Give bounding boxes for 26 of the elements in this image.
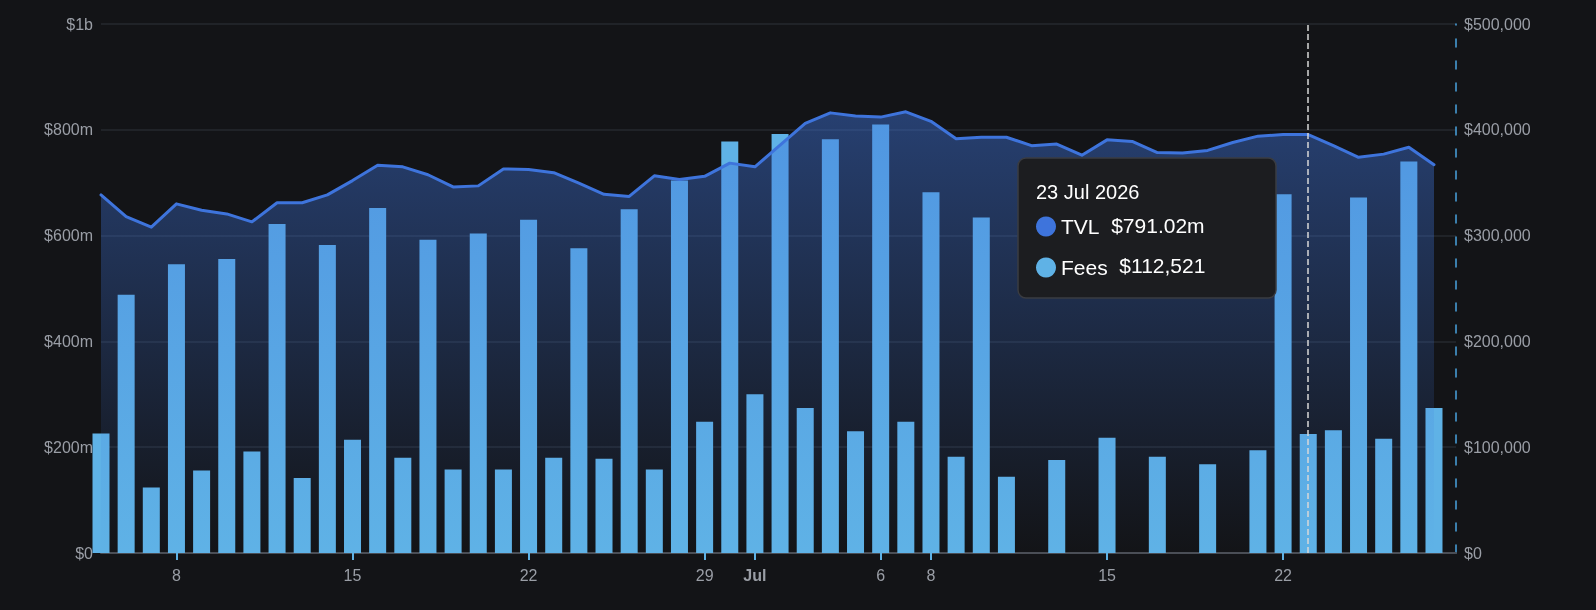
y2-tick-label: $0 [1464,544,1482,562]
y-tick-label: $800m [44,121,93,139]
legend-label: Fees [1061,256,1108,279]
annotation: $112,521 [1119,254,1206,277]
y2-tick-label: $400,000 [1464,121,1531,139]
y2-tick-label: $300,000 [1464,227,1531,245]
x-tick-label: 15 [343,566,362,584]
x-tick-label: 22 [519,566,538,584]
y2-tick-label: $500,000 [1464,15,1531,33]
x-tick-label: 29 [695,566,714,584]
y-tick-label: $200m [44,438,93,456]
x-tick-label: Jul [743,566,767,584]
y-tick-label: $0 [75,544,94,562]
x-tick-label: 22 [1274,566,1293,584]
legend-label: TVL [1061,215,1100,238]
y-tick-label: $1b [66,15,94,33]
x-tick-label: 8 [926,566,936,584]
annotation: $791.02m [1111,214,1205,237]
x-tick-label: 8 [172,566,181,584]
y2-tick-label: $100,000 [1464,438,1531,456]
x-tick-label: 15 [1098,566,1117,584]
y-tick-label: $600m [44,227,93,245]
y-tick-label: $400m [44,332,93,350]
x-tick-label: 6 [876,566,886,584]
annotation: 23 Jul 2026 [1036,181,1140,203]
y2-tick-label: $200,000 [1464,332,1531,350]
